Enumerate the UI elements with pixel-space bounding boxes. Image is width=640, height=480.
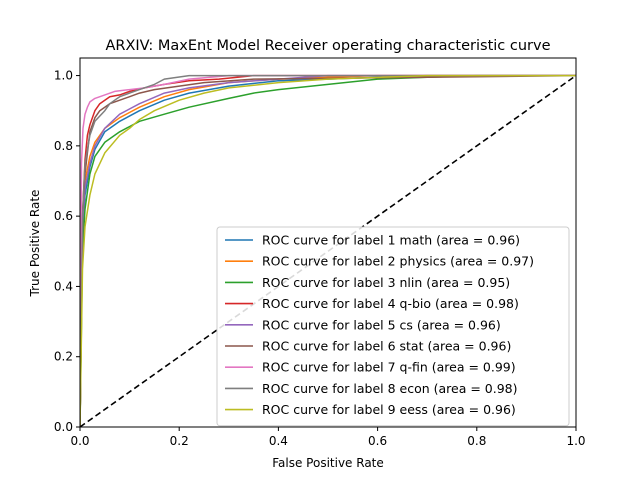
legend-label-7: ROC curve for label 7 q-fin (area = 0.99… <box>262 360 516 375</box>
x-axis-label: False Positive Rate <box>272 456 384 470</box>
y-tick-label: 0.8 <box>54 139 73 153</box>
legend-label-8: ROC curve for label 8 econ (area = 0.98) <box>262 381 518 396</box>
legend-label-6: ROC curve for label 6 stat (area = 0.96) <box>262 339 511 354</box>
x-tick-label: 0.0 <box>70 434 89 448</box>
y-axis-label: True Positive Rate <box>28 190 42 298</box>
legend-box <box>216 226 570 427</box>
series-line-4 <box>80 74 576 427</box>
legend-label-1: ROC curve for label 1 math (area = 0.96) <box>262 233 520 248</box>
series-line-7 <box>80 74 576 427</box>
legend: ROC curve for label 1 math (area = 0.96)… <box>216 226 570 427</box>
series-line-5 <box>80 74 576 427</box>
x-tick-label: 0.8 <box>467 434 486 448</box>
legend-label-9: ROC curve for label 9 eess (area = 0.96) <box>262 402 516 417</box>
reference-diagonal-line <box>79 74 577 428</box>
x-tick-label: 1.0 <box>566 434 585 448</box>
y-tick-label: 0.0 <box>54 420 73 434</box>
chart-title: ARXIV: MaxEnt Model Receiver operating c… <box>105 38 550 54</box>
plot-area: 0.0 0.2 0.4 0.6 0.8 1.0 0.0 0.2 0.4 0.6 0.8 1.0 <box>54 57 586 448</box>
legend-label-4: ROC curve for label 4 q-bio (area = 0.98… <box>262 296 519 311</box>
y-tick-label: 0.2 <box>54 350 73 364</box>
series-line-3 <box>80 74 576 427</box>
series-line-9 <box>80 74 576 427</box>
axes-frame <box>79 57 577 428</box>
x-tick-label: 0.2 <box>170 434 189 448</box>
series-line-8 <box>80 74 576 427</box>
y-tick-label: 0.4 <box>54 279 73 293</box>
x-tick-label: 0.4 <box>269 434 288 448</box>
x-tick-label: 0.6 <box>368 434 387 448</box>
legend-label-3: ROC curve for label 3 nlin (area = 0.95) <box>262 275 510 290</box>
legend-label-2: ROC curve for label 2 physics (area = 0.… <box>262 254 534 269</box>
series-line-6 <box>80 74 576 427</box>
series-lines <box>80 74 576 427</box>
y-tick-label: 0.6 <box>54 209 73 223</box>
y-tick-label: 1.0 <box>54 69 73 83</box>
legend-label-5: ROC curve for label 5 cs (area = 0.96) <box>262 317 501 332</box>
